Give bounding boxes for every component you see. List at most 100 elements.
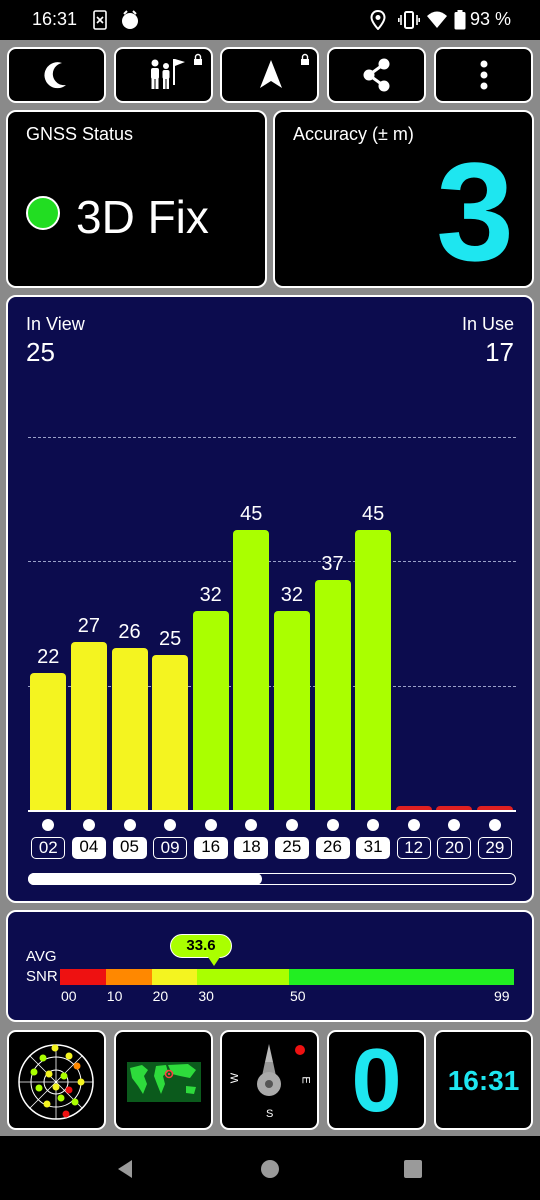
satellite-id[interactable]: 18 — [234, 837, 269, 859]
snr-bar — [476, 806, 513, 810]
snr-bar-value: 37 — [321, 552, 344, 575]
snr-scale-segment — [105, 969, 152, 985]
compass-south: S — [266, 1108, 274, 1120]
satellite-dot — [245, 819, 258, 831]
back-icon[interactable] — [114, 1158, 136, 1180]
snr-bar — [395, 806, 432, 810]
clock-widget[interactable]: 16:31 — [434, 1030, 533, 1130]
satellite-dot — [123, 819, 136, 831]
satellite-dot — [488, 819, 501, 831]
snr-scale-segment — [60, 969, 106, 985]
snr-bar — [273, 610, 310, 810]
snr-bar — [111, 648, 148, 810]
wifi-icon — [426, 10, 448, 35]
fix-status-text: 3D Fix — [76, 191, 209, 243]
snr-bar-value: 26 — [118, 621, 141, 644]
share-button[interactable] — [327, 47, 426, 103]
location-icon — [370, 9, 386, 35]
snr-bar-value: 45 — [361, 503, 385, 526]
compass-west: W — [229, 1072, 242, 1084]
home-icon[interactable] — [259, 1158, 281, 1180]
snr-scale-tick: 30 — [198, 988, 214, 1004]
satellite-id[interactable]: 25 — [274, 837, 309, 859]
in-view-label: In View — [26, 314, 85, 334]
satellite-id[interactable]: 02 — [31, 837, 66, 859]
snr-bar — [152, 654, 189, 810]
satellite-dot — [407, 819, 420, 831]
gnss-status-title: GNSS Status — [26, 124, 134, 144]
snr-bar-value: 22 — [37, 646, 60, 669]
accuracy-title: Accuracy (± m) — [293, 124, 414, 144]
snr-scale-segment — [151, 969, 198, 985]
satellite-id[interactable]: 12 — [396, 837, 431, 859]
satellite-id[interactable]: 26 — [315, 837, 350, 859]
avg-label: AVG — [26, 948, 57, 965]
avg-snr-pointer — [208, 957, 220, 966]
satellite-id[interactable]: 29 — [477, 837, 512, 859]
share-icon — [363, 58, 390, 92]
compass-east: E — [299, 1076, 312, 1084]
avg-snr-panel[interactable]: AVG SNR 33.6 00 10 20 30 50 99 — [6, 910, 534, 1022]
snr-scale-segment — [289, 969, 514, 985]
satellite-snr-chart[interactable]: In View 25 In Use 17 22 02 27 04 26 05 25 09 32 1… — [6, 295, 534, 903]
satellite-dot — [285, 819, 298, 831]
clock-value: 16:31 — [447, 1065, 520, 1096]
more-button[interactable] — [434, 47, 533, 103]
snr-bar-value: 27 — [77, 615, 101, 638]
satellite-dot — [448, 819, 461, 831]
snr-bar — [355, 530, 392, 810]
speed-value: 0 — [351, 1031, 402, 1130]
in-view-count: 25 — [26, 337, 55, 367]
satellite-id[interactable]: 20 — [437, 837, 472, 859]
map-widget[interactable] — [114, 1030, 213, 1130]
chart-gridline — [28, 436, 516, 438]
chart-scroll-thumb[interactable] — [28, 873, 263, 885]
in-use-count: 17 — [485, 337, 514, 367]
satellite-id[interactable]: 09 — [153, 837, 188, 859]
satellite-dot — [82, 819, 95, 831]
snr-bar-value: 32 — [280, 583, 304, 606]
avg-snr-value: 33.6 — [170, 934, 232, 958]
navigation-bar — [0, 1136, 540, 1200]
navigation-button[interactable] — [220, 47, 319, 103]
compass-widget[interactable]: W E S — [220, 1030, 319, 1130]
compass-icon — [257, 1044, 305, 1096]
gnss-status-card[interactable]: GNSS Status 3D Fix — [6, 110, 267, 288]
night-mode-button[interactable] — [7, 47, 106, 103]
satellite-id[interactable]: 04 — [71, 837, 106, 859]
chart-gridline — [28, 685, 516, 687]
snr-bar-value: 32 — [199, 583, 222, 606]
satellite-radar-icon — [18, 1044, 94, 1120]
satellite-id[interactable]: 16 — [193, 837, 228, 859]
hikers-mode-button[interactable] — [114, 47, 213, 103]
snr-bar-value: 25 — [158, 627, 182, 650]
battery-percent: 93 % — [470, 9, 512, 29]
more-vertical-icon — [480, 60, 488, 90]
snr-bar — [314, 579, 351, 810]
accuracy-card[interactable]: Accuracy (± m) 3 — [273, 110, 534, 288]
snr-scale-tick: 99 — [494, 988, 510, 1004]
moon-icon — [44, 62, 66, 89]
alarm-icon — [120, 10, 140, 35]
radar-widget[interactable] — [7, 1030, 106, 1130]
snr-bar — [192, 610, 229, 810]
snr-bar — [436, 806, 473, 810]
snr-scale-tick: 10 — [106, 988, 123, 1004]
satellite-id[interactable]: 05 — [112, 837, 147, 859]
fix-status-indicator — [26, 196, 60, 230]
navigation-arrow-icon — [260, 53, 309, 88]
satellite-dot — [204, 819, 217, 831]
snr-bar — [30, 673, 67, 810]
snr-scale-segment — [197, 969, 289, 985]
snr-bar-value: 45 — [240, 503, 263, 526]
status-time: 16:31 — [32, 9, 78, 29]
hikers-flag-icon — [151, 53, 202, 89]
snr-label: SNR — [26, 968, 58, 985]
satellite-id[interactable]: 31 — [356, 837, 391, 859]
snr-scale-tick: 00 — [61, 988, 77, 1004]
snr-bar — [233, 530, 270, 810]
sim-icon — [93, 10, 107, 35]
speed-widget[interactable]: 0 — [327, 1030, 426, 1130]
chart-baseline — [28, 810, 516, 812]
recents-icon[interactable] — [403, 1159, 423, 1179]
